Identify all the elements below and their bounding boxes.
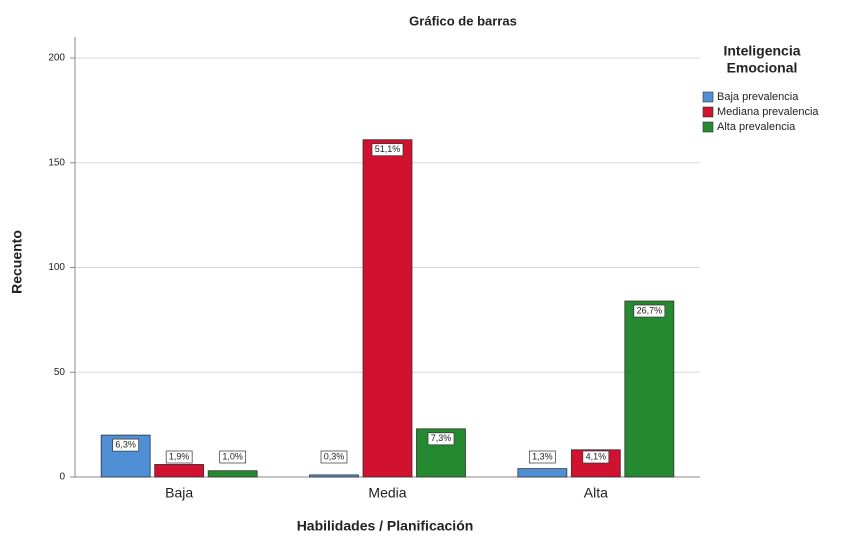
value-label: 6,3% [115, 439, 136, 449]
legend-label: Mediana prevalencia [717, 106, 819, 118]
value-label: 1,0% [222, 451, 243, 461]
x-tick-label: Baja [165, 485, 193, 501]
value-label-box [320, 450, 348, 464]
value-label-box [219, 450, 247, 464]
legend-swatch [702, 106, 714, 118]
bar [207, 470, 258, 478]
value-label-box [112, 438, 140, 452]
y-tick-label: 200 [48, 53, 65, 64]
x-tick-label: Media [368, 485, 406, 501]
value-label-box [371, 143, 404, 157]
y-tick-label: 150 [48, 157, 65, 168]
legend-title: Inteligencia [723, 43, 800, 59]
y-axis-title: Recuento [9, 230, 25, 294]
value-label-box [165, 450, 193, 464]
value-label: 4,1% [586, 451, 607, 461]
value-label: 0,3% [324, 451, 345, 461]
bar [362, 139, 413, 478]
y-tick-label: 0 [59, 472, 65, 483]
x-axis-title: Habilidades / Planificación [297, 518, 474, 534]
bar [309, 474, 359, 478]
y-tick-label: 50 [54, 367, 66, 378]
value-label: 26,7% [637, 305, 663, 315]
bar [154, 464, 205, 478]
bar [624, 300, 675, 478]
bar [517, 468, 568, 478]
value-label: 1,3% [532, 451, 553, 461]
chart-title: Gráfico de barras [409, 13, 517, 28]
value-label: 51,1% [375, 144, 401, 154]
value-label: 7,3% [431, 433, 452, 443]
legend-label: Alta prevalencia [717, 121, 796, 133]
y-tick-label: 100 [48, 262, 65, 273]
legend-label: Baja prevalencia [717, 91, 799, 103]
value-label: 1,9% [169, 451, 190, 461]
value-label-box [582, 450, 610, 464]
legend-swatch [702, 91, 714, 103]
value-label-box [427, 432, 455, 446]
value-label-box [528, 450, 556, 464]
legend-title: Emocional [727, 60, 798, 76]
value-label-box [633, 304, 666, 318]
x-tick-label: Alta [584, 485, 608, 501]
legend-swatch [702, 121, 714, 133]
